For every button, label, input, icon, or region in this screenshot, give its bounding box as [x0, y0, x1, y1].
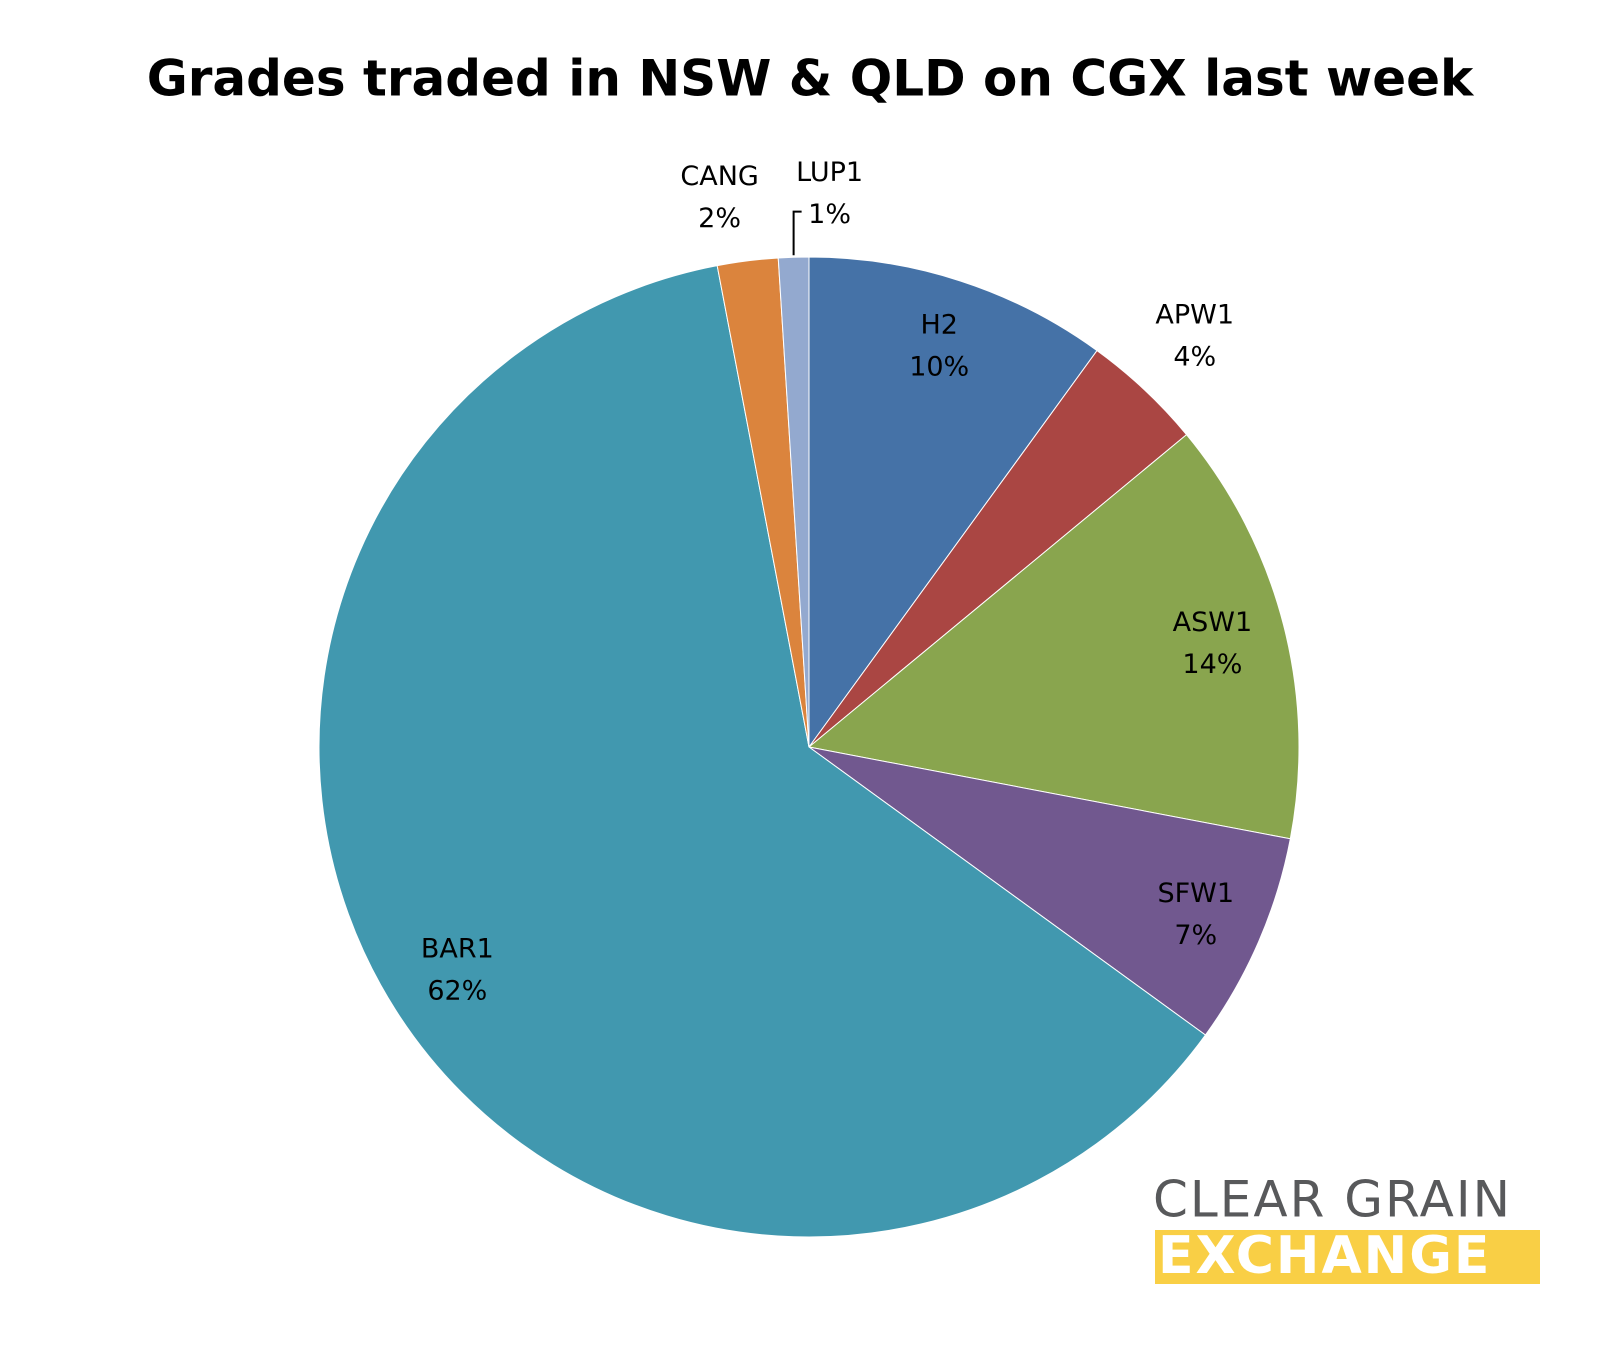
slice-label: SFW1	[1157, 878, 1234, 909]
chart-title: Grades traded in NSW & QLD on CGX last w…	[147, 50, 1475, 108]
logo-line2: EXCHANGE	[1158, 1226, 1491, 1286]
slice-value-label: 14%	[1182, 649, 1242, 680]
pie-slice	[777, 256, 810, 748]
logo: CLEAR GRAIN EXCHANGE	[1153, 1171, 1540, 1286]
slice-label: APW1	[1155, 300, 1234, 331]
slice-label: LUP1	[796, 157, 863, 188]
slice-value-label: 2%	[698, 203, 741, 234]
slice-label: ASW1	[1173, 607, 1252, 638]
pie-slice	[318, 265, 1207, 1238]
slice-value-label: 1%	[808, 199, 851, 230]
slice-label: H2	[920, 310, 957, 341]
slice-value-label: 62%	[427, 976, 487, 1007]
slice-label: BAR1	[421, 934, 494, 965]
slice-value-label: 7%	[1174, 920, 1217, 951]
slice-label: CANG	[680, 161, 758, 192]
logo-band	[1155, 1230, 1540, 1284]
logo-line1: CLEAR GRAIN	[1153, 1171, 1512, 1229]
leader-line	[792, 210, 802, 256]
slice-value-label: 10%	[909, 352, 969, 383]
pie-slice	[807, 433, 1300, 840]
slice-value-label: 4%	[1173, 342, 1216, 373]
pie-slice	[808, 256, 1098, 749]
pie-slice	[808, 746, 1291, 1036]
